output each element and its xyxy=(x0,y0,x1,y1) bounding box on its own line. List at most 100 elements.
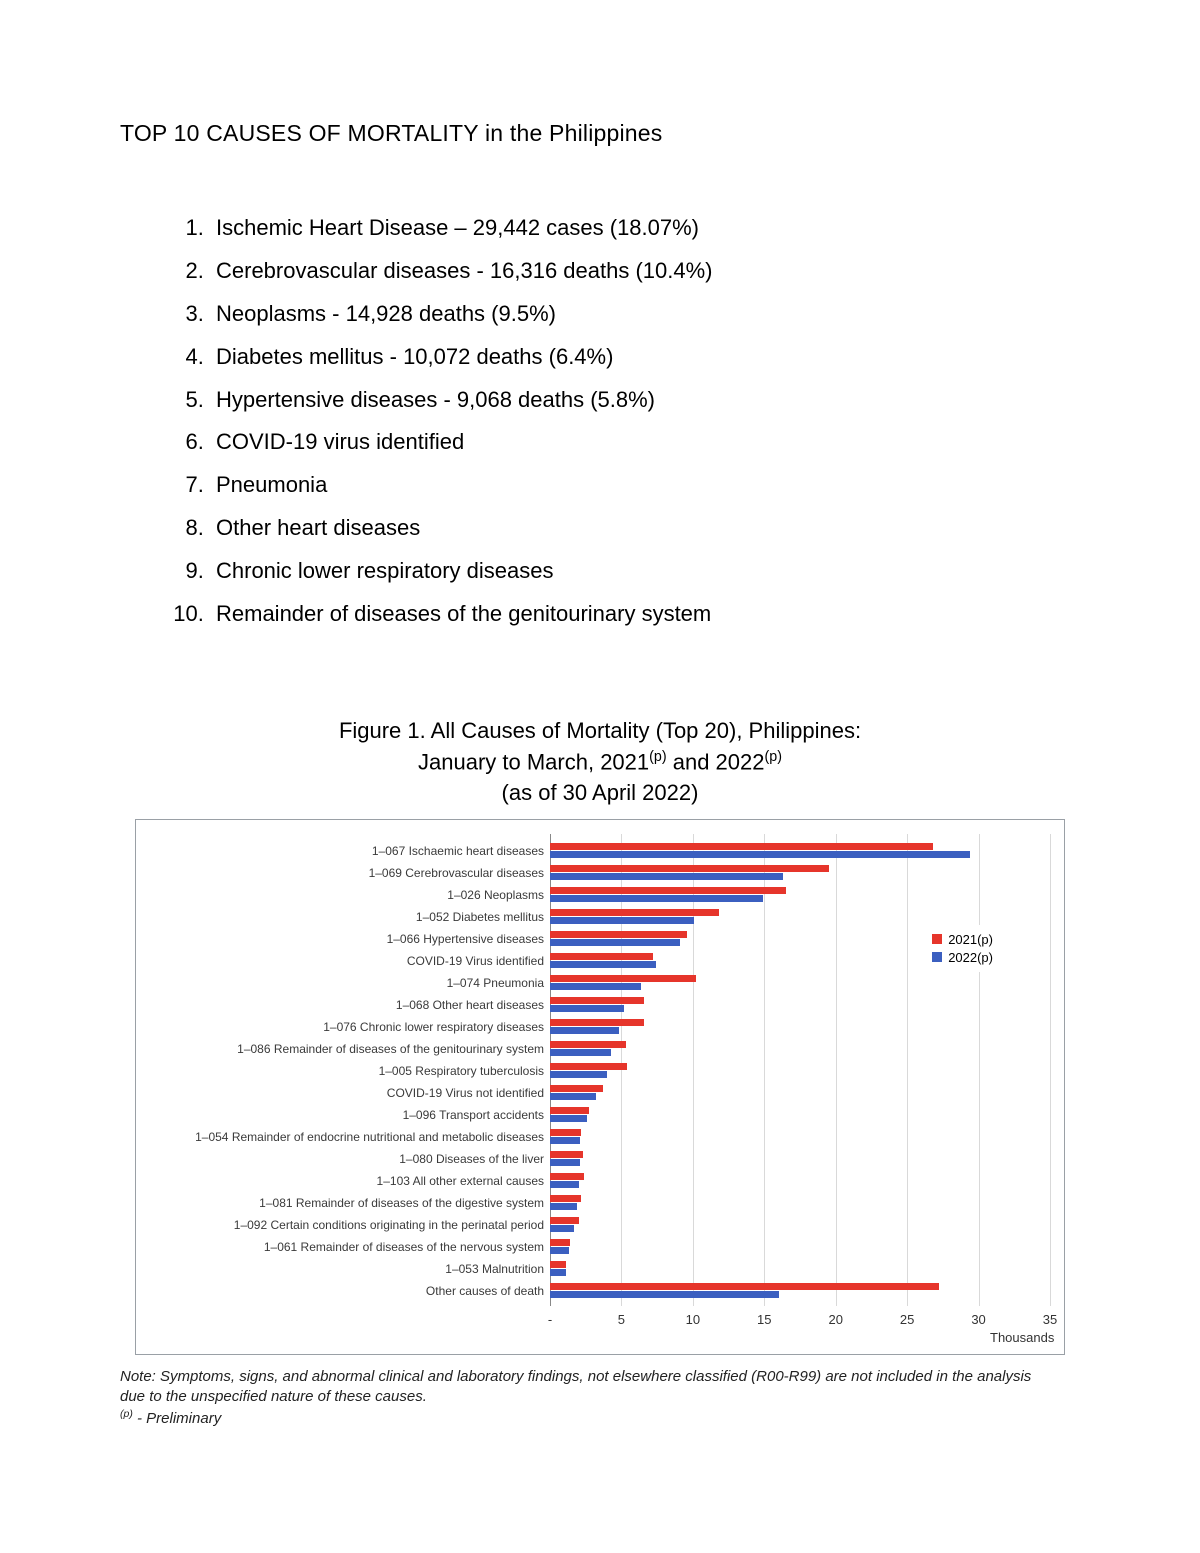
bar-2021 xyxy=(550,887,786,894)
page-title: TOP 10 CAUSES OF MORTALITY in the Philip… xyxy=(120,120,1080,147)
bar-2021 xyxy=(550,931,687,938)
x-tick-label: 20 xyxy=(828,1312,842,1327)
category-label: 1–086 Remainder of diseases of the genit… xyxy=(237,1042,544,1056)
bar-2022 xyxy=(550,1159,580,1166)
bar-2021 xyxy=(550,953,653,960)
x-tick-label: 35 xyxy=(1043,1312,1057,1327)
x-tick-label: - xyxy=(548,1312,552,1327)
bar-2022 xyxy=(550,1115,587,1122)
chart-row: 1–092 Certain conditions originating in … xyxy=(150,1214,1050,1236)
bar-2022 xyxy=(550,1181,579,1188)
legend-swatch xyxy=(932,934,942,944)
category-label: 1–096 Transport accidents xyxy=(403,1108,544,1122)
x-axis-title: Thousands xyxy=(990,1330,1054,1345)
bar-2022 xyxy=(550,1071,607,1078)
bar-2021 xyxy=(550,865,829,872)
category-label: 1–069 Cerebrovascular diseases xyxy=(369,866,544,880)
x-tick-label: 10 xyxy=(686,1312,700,1327)
x-axis-ticks: -5101520253035Thousands xyxy=(150,1306,1050,1350)
bar-2021 xyxy=(550,1019,644,1026)
list-item: Neoplasms - 14,928 deaths (9.5%) xyxy=(210,293,1080,336)
bar-2021 xyxy=(550,843,933,850)
bar-2021 xyxy=(550,1151,583,1158)
bar-2022 xyxy=(550,1247,569,1254)
x-tick-label: 30 xyxy=(971,1312,985,1327)
chart-row: 1–103 All other external causes xyxy=(150,1170,1050,1192)
chart-container: 1–067 Ischaemic heart diseases 1–069 Cere… xyxy=(135,819,1065,1355)
chart-legend: 2021(p) 2022(p) xyxy=(926,925,999,972)
chart-row: 1–074 Pneumonia xyxy=(150,972,1050,994)
category-label: 1–081 Remainder of diseases of the diges… xyxy=(259,1196,544,1210)
category-label: 1–066 Hypertensive diseases xyxy=(387,932,544,946)
list-item: Ischemic Heart Disease – 29,442 cases (1… xyxy=(210,207,1080,250)
legend-item: 2021(p) xyxy=(932,932,993,947)
bar-2022 xyxy=(550,1049,611,1056)
list-item: Diabetes mellitus - 10,072 deaths (6.4%) xyxy=(210,336,1080,379)
category-label: 1–080 Diseases of the liver xyxy=(399,1152,544,1166)
category-label: 1–092 Certain conditions originating in … xyxy=(234,1218,544,1232)
bar-2022 xyxy=(550,939,680,946)
gridline xyxy=(1050,834,1051,1306)
chart-row: 1–086 Remainder of diseases of the genit… xyxy=(150,1038,1050,1060)
note-sup-text: - Preliminary xyxy=(133,1410,221,1427)
chart-row: 1–061 Remainder of diseases of the nervo… xyxy=(150,1236,1050,1258)
list-item-text: Ischemic Heart Disease – 29,442 cases (1… xyxy=(216,215,699,240)
category-label: Other causes of death xyxy=(426,1284,544,1298)
figure-note: Note: Symptoms, signs, and abnormal clin… xyxy=(120,1367,1060,1430)
chart-row: 1–053 Malnutrition xyxy=(150,1258,1050,1280)
legend-label: 2022(p) xyxy=(948,950,993,965)
bar-2022 xyxy=(550,961,656,968)
bar-2021 xyxy=(550,909,719,916)
list-item-text: Chronic lower respiratory diseases xyxy=(216,558,553,583)
list-item-text: Other heart diseases xyxy=(216,515,420,540)
bar-2022 xyxy=(550,873,783,880)
list-item: Other heart diseases xyxy=(210,507,1080,550)
chart-row: 1–080 Diseases of the liver xyxy=(150,1148,1050,1170)
bar-2022 xyxy=(550,1291,779,1298)
bar-2022 xyxy=(550,851,970,858)
list-item-text: Remainder of diseases of the genitourina… xyxy=(216,601,711,626)
note-text: Note: Symptoms, signs, and abnormal clin… xyxy=(120,1368,1031,1405)
category-label: 1–061 Remainder of diseases of the nervo… xyxy=(264,1240,544,1254)
bar-2022 xyxy=(550,1027,619,1034)
list-item-text: Pneumonia xyxy=(216,472,327,497)
top10-list: Ischemic Heart Disease – 29,442 cases (1… xyxy=(170,207,1080,636)
legend-swatch xyxy=(932,952,942,962)
bar-2021 xyxy=(550,997,644,1004)
bar-2021 xyxy=(550,1239,570,1246)
figure-title-line2-pre: January to March, 2021 xyxy=(418,749,649,774)
chart-row: 1–067 Ischaemic heart diseases xyxy=(150,840,1050,862)
bar-2021 xyxy=(550,1129,581,1136)
list-item: COVID-19 virus identified xyxy=(210,421,1080,464)
list-item-text: Hypertensive diseases - 9,068 deaths (5.… xyxy=(216,387,655,412)
chart-row: COVID-19 Virus identified xyxy=(150,950,1050,972)
plot-area: 1–067 Ischaemic heart diseases 1–069 Cere… xyxy=(150,834,1050,1306)
bar-2022 xyxy=(550,1203,577,1210)
figure-title: Figure 1. All Causes of Mortality (Top 2… xyxy=(120,716,1080,809)
list-item: Chronic lower respiratory diseases xyxy=(210,550,1080,593)
bar-2021 xyxy=(550,1085,603,1092)
bar-2021 xyxy=(550,1107,589,1114)
list-item: Pneumonia xyxy=(210,464,1080,507)
figure-1: Figure 1. All Causes of Mortality (Top 2… xyxy=(120,716,1080,1429)
category-label: 1–026 Neoplasms xyxy=(447,888,544,902)
category-label: COVID-19 Virus not identified xyxy=(387,1086,544,1100)
chart-row: 1–052 Diabetes mellitus xyxy=(150,906,1050,928)
x-tick-label: 5 xyxy=(618,1312,625,1327)
figure-title-line3: (as of 30 April 2022) xyxy=(502,780,699,805)
bar-2021 xyxy=(550,975,696,982)
category-label: 1–067 Ischaemic heart diseases xyxy=(372,844,544,858)
bar-2021 xyxy=(550,1217,579,1224)
list-item-text: Cerebrovascular diseases - 16,316 deaths… xyxy=(216,258,713,283)
category-label: 1–103 All other external causes xyxy=(377,1174,544,1188)
chart-row: 1–066 Hypertensive diseases xyxy=(150,928,1050,950)
figure-title-line2-mid: and 2022 xyxy=(667,749,765,774)
bar-2022 xyxy=(550,1225,574,1232)
category-label: 1–074 Pneumonia xyxy=(447,976,544,990)
category-label: 1–054 Remainder of endocrine nutritional… xyxy=(195,1130,544,1144)
list-item-text: COVID-19 virus identified xyxy=(216,429,464,454)
note-sup-label: (p) xyxy=(120,1408,133,1420)
chart-row: 1–081 Remainder of diseases of the diges… xyxy=(150,1192,1050,1214)
document-page: TOP 10 CAUSES OF MORTALITY in the Philip… xyxy=(0,0,1200,1553)
bar-2022 xyxy=(550,895,763,902)
